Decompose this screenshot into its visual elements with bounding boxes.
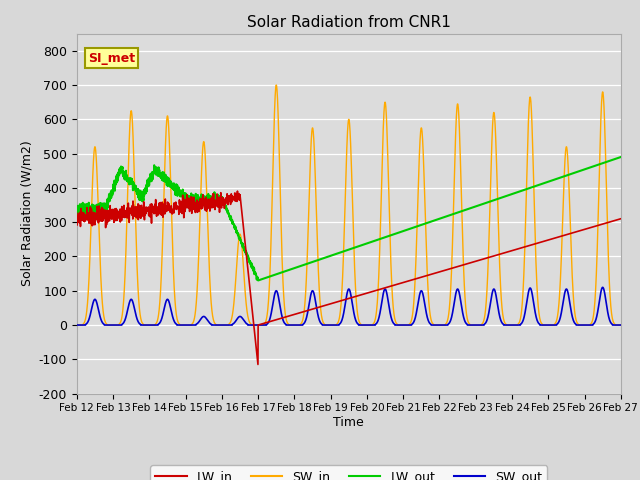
LW_in bbox=[254, 361, 262, 367]
SW_in bbox=[273, 82, 280, 88]
Line: SW_in: SW_in bbox=[77, 85, 621, 325]
Line: LW_out: LW_out bbox=[77, 157, 621, 280]
SW_out bbox=[606, 318, 614, 324]
LW_in bbox=[607, 219, 614, 225]
SW_out bbox=[135, 320, 143, 325]
LW_in bbox=[617, 216, 625, 222]
SW_out bbox=[617, 322, 625, 328]
Line: SW_out: SW_out bbox=[77, 288, 621, 325]
SW_in bbox=[167, 195, 175, 201]
LW_out bbox=[135, 191, 143, 196]
SW_in bbox=[282, 313, 289, 319]
LW_in bbox=[548, 236, 556, 242]
LW_out bbox=[282, 268, 289, 274]
SW_in bbox=[617, 322, 625, 328]
SW_in bbox=[135, 299, 143, 304]
LW_out bbox=[254, 277, 262, 283]
LW_out bbox=[73, 203, 81, 209]
SW_out bbox=[599, 285, 607, 290]
SW_out bbox=[73, 322, 81, 328]
SW_out bbox=[305, 302, 313, 308]
SW_in bbox=[606, 294, 614, 300]
Y-axis label: Solar Radiation (W/m2): Solar Radiation (W/m2) bbox=[20, 141, 33, 287]
SW_in bbox=[73, 322, 81, 328]
Title: Solar Radiation from CNR1: Solar Radiation from CNR1 bbox=[247, 15, 451, 30]
LW_out bbox=[606, 158, 614, 164]
LW_in bbox=[167, 203, 175, 209]
SW_out bbox=[547, 322, 555, 328]
Legend: LW_in, SW_in, LW_out, SW_out: LW_in, SW_in, LW_out, SW_out bbox=[150, 465, 547, 480]
SW_in bbox=[305, 197, 313, 203]
Line: LW_in: LW_in bbox=[77, 191, 621, 364]
LW_in bbox=[234, 188, 241, 194]
LW_out bbox=[617, 154, 625, 160]
SW_out bbox=[282, 321, 289, 327]
LW_in bbox=[305, 307, 313, 313]
X-axis label: Time: Time bbox=[333, 416, 364, 429]
LW_in bbox=[135, 210, 143, 216]
Text: SI_met: SI_met bbox=[88, 51, 135, 65]
LW_out bbox=[548, 178, 556, 183]
LW_in bbox=[73, 210, 81, 216]
SW_in bbox=[548, 322, 556, 328]
LW_in bbox=[282, 314, 289, 320]
LW_out bbox=[305, 260, 313, 266]
SW_out bbox=[167, 307, 175, 313]
LW_out bbox=[167, 181, 175, 187]
